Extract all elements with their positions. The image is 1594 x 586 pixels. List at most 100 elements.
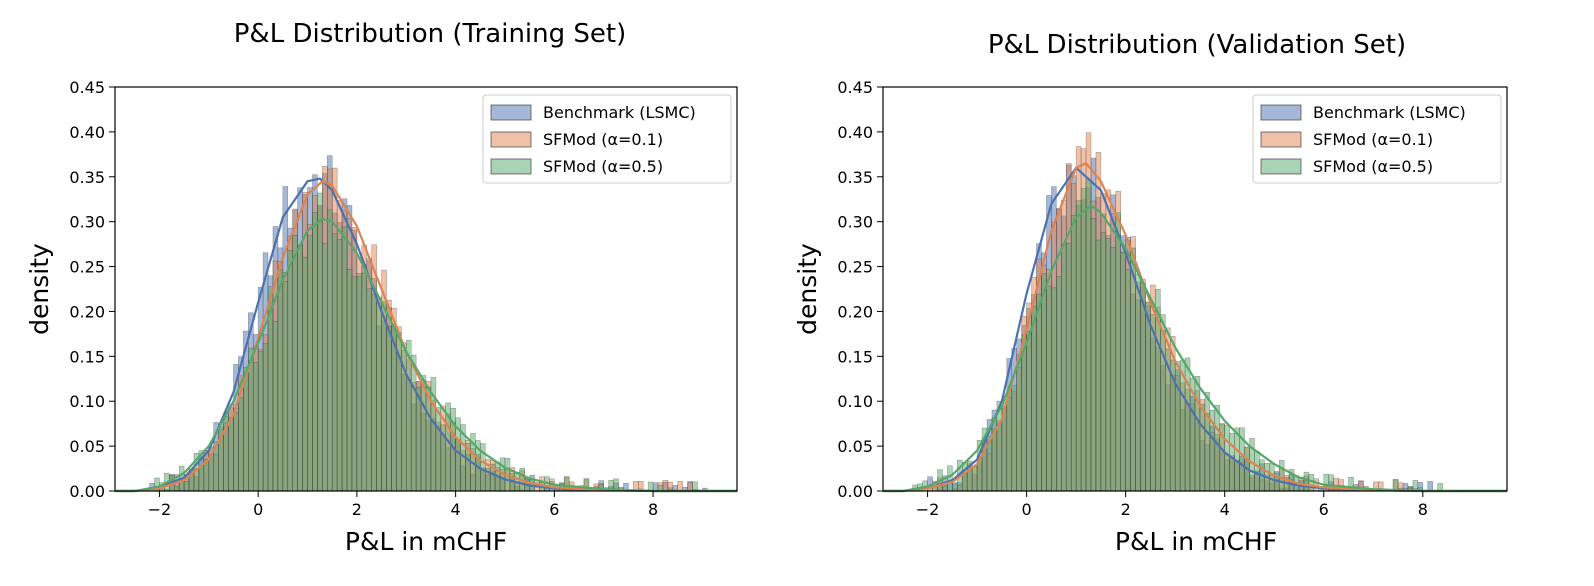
histogram-bar [1011,384,1017,492]
y-tick-label: 0.15 [69,347,105,366]
histogram-bar [346,269,353,492]
histogram-bar [942,484,948,492]
legend-box [1252,94,1502,184]
histogram-bar [233,412,239,492]
y-ticks: 0.00 0.05 0.10 0.15 0.20 0.25 0.30 0.35 0.40 0.45 [837,78,883,501]
histogram-bar [1075,200,1082,492]
histogram-bar [415,387,422,492]
histogram-bar [1016,354,1022,492]
y-tick-label: 0.10 [69,392,105,411]
histogram-bar [341,226,348,492]
histogram-bar [361,272,368,492]
histogram-bar [386,326,392,492]
y-tick-label: 0.10 [837,392,873,411]
histogram-bar [435,407,442,492]
histogram-bar [366,288,372,492]
histogram-bar [1021,334,1027,492]
histogram-bar [1115,212,1121,492]
y-tick-label: 0.00 [837,482,873,501]
histogram-bar [1031,305,1037,492]
legend: Benchmark (LSMC) SFMod (α=0.1) SFMod (α=0.… [482,94,732,184]
histogram-bar [1130,247,1136,492]
histogram-bar [1090,217,1097,492]
x-tick-label: 8 [1418,500,1428,519]
histogram-bar [961,461,968,492]
histogram-bar [277,269,284,492]
x-tick-label: 4 [1220,500,1230,519]
histogram-bar [1145,302,1151,492]
histogram-bar [238,397,244,492]
histogram-bar [243,366,249,492]
legend-label: Benchmark (LSMC) [543,103,696,122]
y-tick-label: 0.45 [837,78,873,97]
histogram-bar [1070,214,1077,492]
histogram-bar [1056,276,1062,492]
histogram-bar [381,301,387,492]
histogram-bar [336,239,343,492]
histogram-bar [1046,285,1052,492]
x-ticks: −2 0 2 4 6 8 [916,491,1428,519]
legend-swatch [1260,158,1302,175]
y-tick-label: 0.25 [69,258,105,277]
legend-swatch [490,158,532,175]
chart-validation: P&L Distribution (Validation Set) −2 0 2 4 6… [793,30,1508,556]
x-tick-label: 6 [1319,500,1329,519]
histogram-bar [662,480,669,492]
x-tick-label: 2 [1121,500,1131,519]
histogram-bar [1061,244,1067,492]
legend-label: Benchmark (LSMC) [1313,103,1466,122]
histogram-bar [1303,471,1310,492]
y-axis-label: density [25,243,54,335]
legend: Benchmark (LSMC) SFMod (α=0.1) SFMod (α=0.… [1252,94,1502,184]
histogram-bar [1174,361,1181,492]
histogram-bar [371,294,377,492]
histogram-bar [1006,389,1013,492]
histogram-bar [292,235,298,492]
y-tick-label: 0.05 [69,437,105,456]
y-tick-label: 0.35 [69,168,105,187]
histogram-bars [149,155,708,492]
histogram-bar [331,233,338,492]
histogram-bar [1278,460,1285,492]
histogram-bar [297,245,303,492]
histogram-bar [1036,293,1042,492]
histogram-bar [356,273,363,492]
histogram-bar [1204,392,1211,492]
x-tick-label: 0 [1022,500,1032,519]
kde-line [883,204,1507,493]
y-tick-label: 0.45 [69,78,105,97]
histogram-bar [1135,274,1141,492]
legend-label: SFMod (α=0.5) [1313,157,1433,176]
x-axis-label: P&L in mCHF [1115,527,1277,556]
histogram-bar [952,483,958,492]
histogram-bar [1085,179,1092,492]
legend-label: SFMod (α=0.5) [543,157,663,176]
histogram-bar [1120,251,1126,492]
legend-swatch [490,131,532,148]
x-tick-label: −2 [916,500,940,519]
legend-label: SFMod (α=0.1) [1313,130,1433,149]
histogram-bar [302,256,308,492]
y-tick-label: 0.05 [837,437,873,456]
histogram-bar [257,351,264,492]
histogram-bar [322,242,328,492]
x-axis-label: P&L in mCHF [345,527,507,556]
histogram-bar [647,481,654,492]
histogram-bar [1224,424,1230,492]
x-tick-label: 4 [451,500,461,519]
histogram-bar [228,417,234,492]
x-ticks: −2 0 2 4 6 8 [148,491,658,519]
histogram-bar [183,481,190,492]
histogram-bar [376,302,382,492]
histogram-bar [947,465,953,492]
x-tick-label: 0 [253,500,263,519]
x-tick-label: 6 [549,500,559,519]
histogram-bar [652,482,659,492]
plot-frame [882,86,1508,492]
histogram-bar [1269,462,1275,492]
histogram-bar [351,276,358,492]
histogram-bar [410,354,417,492]
histogram-bar [282,281,289,492]
y-tick-label: 0.40 [837,123,873,142]
histogram-bar [1051,287,1057,492]
